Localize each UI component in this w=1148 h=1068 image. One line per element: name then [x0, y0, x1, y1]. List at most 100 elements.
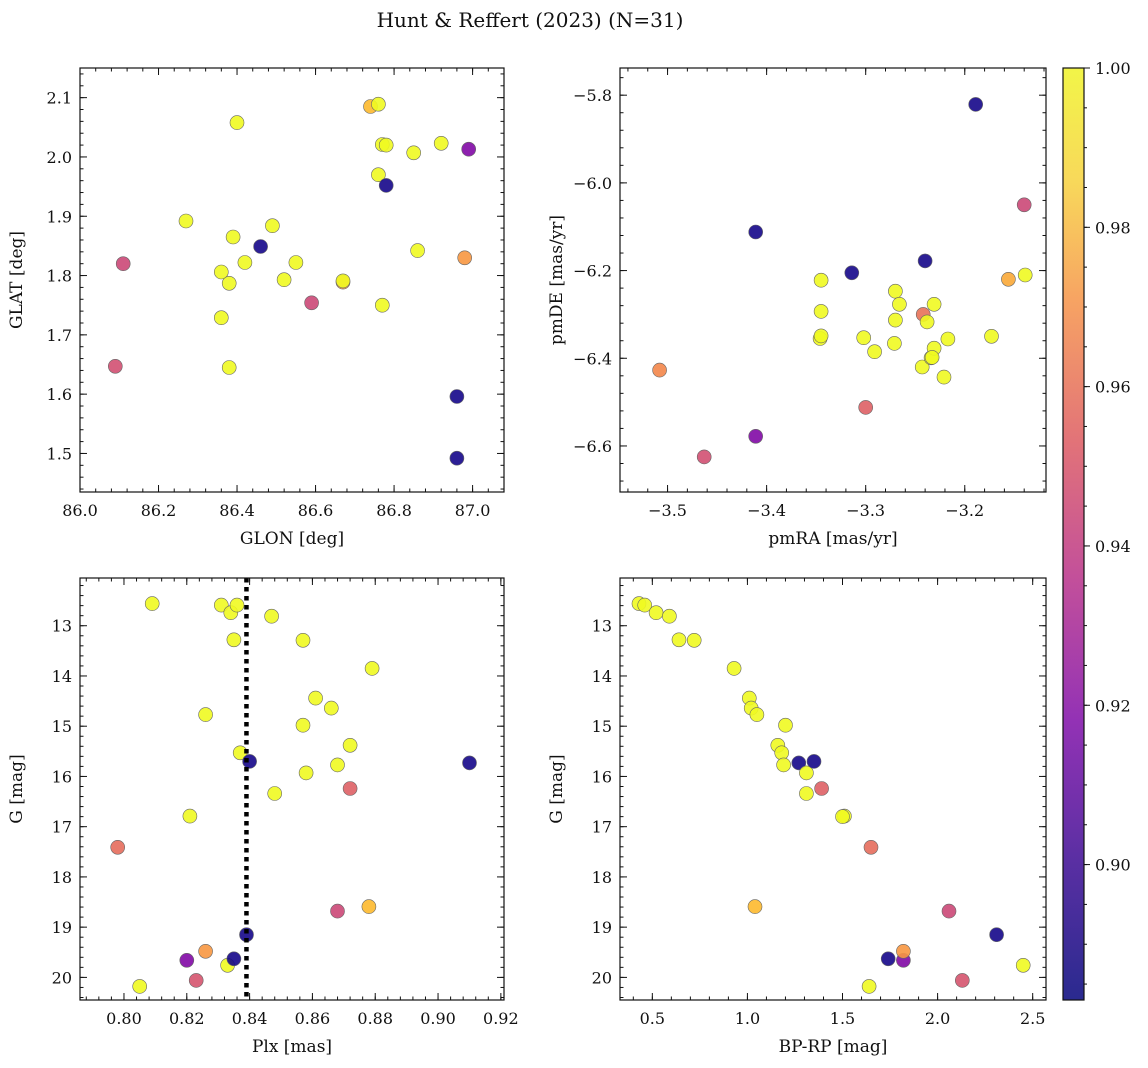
data-point: [984, 328, 999, 344]
x-tick-label: 86.6: [298, 501, 334, 520]
data-point: [813, 304, 829, 319]
data-point: [888, 283, 903, 299]
y-tick-label: −6.4: [573, 349, 612, 368]
data-point: [308, 690, 323, 706]
colorbar-tick-label: 0.94: [1095, 537, 1131, 556]
data-point: [774, 745, 790, 761]
y-tick-label: −6.2: [573, 262, 612, 281]
data-point: [941, 903, 957, 919]
axes-frame: [79, 577, 505, 1001]
data-point: [652, 362, 667, 378]
data-point: [144, 596, 160, 611]
x-tick-label: 0.5: [640, 1009, 665, 1028]
data-point: [288, 255, 304, 270]
data-point: [461, 141, 477, 157]
y-axis-label: G [mag]: [7, 754, 27, 823]
data-point: [178, 213, 194, 229]
x-tick-label: 2.0: [925, 1009, 950, 1028]
data-point: [888, 312, 903, 328]
data-point: [342, 737, 358, 753]
data-point: [637, 597, 653, 613]
data-point: [433, 136, 449, 151]
y-tick-label: 16: [52, 767, 72, 786]
data-point: [799, 786, 814, 801]
data-point: [253, 239, 268, 254]
data-point: [371, 96, 386, 112]
data-point: [989, 927, 1004, 943]
data-point: [323, 700, 339, 716]
y-tick-label: 18: [592, 868, 612, 887]
data-point: [221, 360, 237, 375]
data-point: [295, 632, 311, 648]
data-point: [229, 115, 245, 130]
data-point: [813, 328, 829, 344]
data-point: [835, 809, 850, 824]
x-tick-label: −3.5: [648, 501, 687, 520]
data-point: [919, 314, 935, 330]
colorbar-tick-label: 1.00: [1095, 59, 1131, 78]
data-point: [214, 310, 229, 326]
data-point: [892, 296, 907, 312]
data-point: [867, 344, 882, 360]
x-tick-label: 0.92: [483, 1009, 519, 1028]
data-point: [914, 359, 930, 375]
data-point: [926, 296, 942, 312]
x-tick-label: 0.86: [295, 1009, 331, 1028]
y-tick-label: 19: [52, 918, 72, 937]
x-tick-label: 1.0: [735, 1009, 760, 1028]
data-point: [917, 253, 933, 269]
y-axis-label: G [mag]: [547, 754, 567, 823]
data-point: [221, 275, 237, 291]
x-tick-label: 87.0: [455, 501, 491, 520]
data-point: [968, 97, 984, 112]
y-tick-label: 16: [592, 767, 612, 786]
data-point: [237, 255, 253, 270]
data-point: [880, 951, 896, 967]
colorbar-tick-label: 0.98: [1095, 218, 1131, 237]
data-point: [295, 717, 311, 733]
data-point: [361, 899, 377, 914]
y-tick-label: 1.7: [47, 326, 72, 345]
data-point: [1016, 197, 1032, 213]
x-tick-label: −3.3: [846, 501, 885, 520]
data-point: [648, 605, 664, 621]
y-tick-label: 13: [52, 617, 72, 636]
y-tick-label: 13: [592, 617, 612, 636]
x-axis-label: BP-RP [mag]: [779, 1037, 888, 1057]
data-point: [776, 757, 791, 773]
data-point: [671, 632, 687, 648]
colorbar-gradient: [1062, 67, 1085, 1001]
y-tick-label: 19: [592, 918, 612, 937]
data-point: [330, 903, 345, 919]
data-point: [896, 943, 911, 959]
y-tick-label: −5.8: [573, 86, 612, 105]
data-point: [198, 943, 213, 959]
y-tick-label: 20: [592, 968, 612, 987]
data-point: [110, 839, 125, 855]
data-point: [887, 336, 902, 351]
data-point: [791, 755, 807, 771]
data-point: [342, 781, 358, 796]
y-tick-label: 2.1: [47, 89, 72, 108]
data-point: [276, 272, 292, 288]
colorbar-tick-label: 0.96: [1095, 378, 1131, 397]
data-point: [371, 167, 386, 182]
data-point: [298, 765, 314, 781]
data-point: [132, 979, 147, 994]
x-tick-label: −3.4: [747, 501, 786, 520]
data-point: [374, 297, 390, 313]
colorbar: 1.00 0.98 0.96 0.94 0.92 0.90: [1062, 59, 1131, 1001]
data-point: [863, 839, 879, 855]
x-tick-label: 86.8: [376, 501, 412, 520]
data-point: [179, 952, 195, 968]
y-tick-label: −6.0: [573, 174, 612, 193]
data-point: [858, 400, 874, 415]
data-point: [198, 707, 213, 722]
y-tick-label: 1.8: [47, 267, 72, 286]
data-point: [940, 331, 956, 347]
data-point: [462, 755, 477, 771]
panel-bprp-g: 0.5 1.0 1.5 2.0 2.5 13 14 15 16 17 18 19 20 BP-RP [ma…: [547, 577, 1047, 1057]
y-axis-label: GLAT [deg]: [7, 231, 27, 329]
x-tick-label: 86.0: [62, 501, 98, 520]
